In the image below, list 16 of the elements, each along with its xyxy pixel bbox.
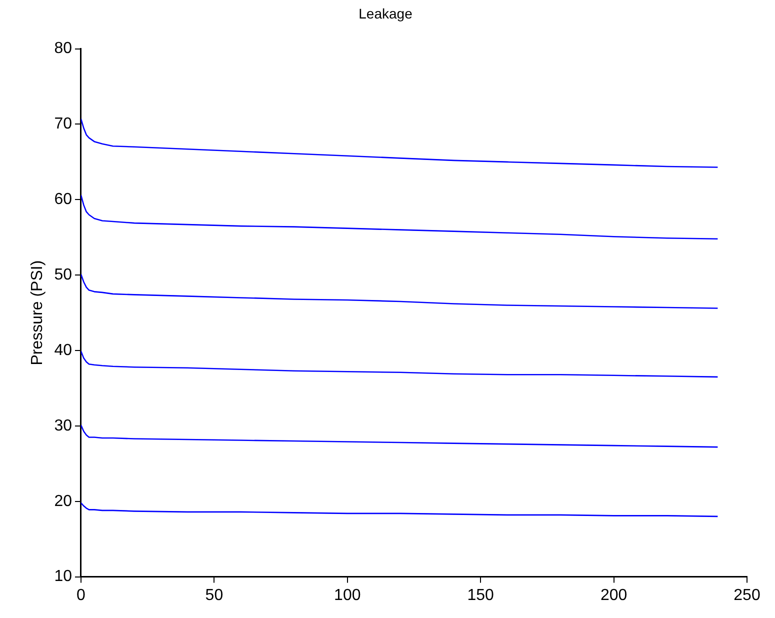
y-tick-label: 30	[54, 417, 72, 434]
y-axis-title: Pressure (PSI)	[29, 260, 46, 366]
x-tick-label: 250	[734, 586, 760, 604]
y-tick-label: 40	[54, 342, 72, 359]
y-tick-label: 70	[54, 116, 72, 133]
x-tick-label: 200	[600, 586, 628, 604]
x-tick-label: 100	[334, 586, 361, 604]
x-tick-label: 50	[205, 586, 224, 604]
x-tick-label: 150	[467, 586, 494, 604]
y-tick-label: 80	[54, 40, 72, 58]
chart-title: Leakage	[358, 5, 413, 22]
y-tick-label: 10	[54, 568, 72, 586]
y-tick-label: 50	[54, 266, 72, 284]
x-tick-label: 0	[76, 586, 86, 604]
y-tick-label: 60	[54, 191, 72, 208]
y-tick-label: 20	[54, 492, 72, 510]
